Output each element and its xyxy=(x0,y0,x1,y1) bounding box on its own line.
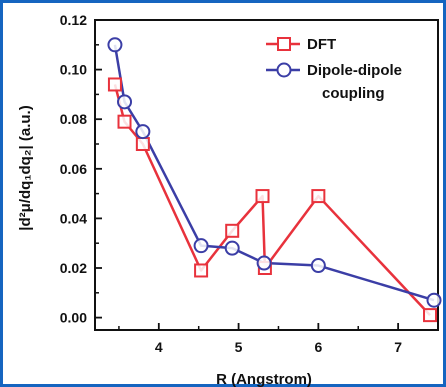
y-axis-title: |d²μ/dq₁dq₂| (a.u.) xyxy=(17,105,34,230)
legend-label-dft: DFT xyxy=(307,36,336,53)
data-point-square xyxy=(194,263,209,278)
y-tick-label: 0.00 xyxy=(60,310,87,326)
data-point-circle xyxy=(310,258,326,274)
data-point-square xyxy=(225,223,240,238)
data-point-circle xyxy=(107,37,123,53)
y-tick-label: 0.02 xyxy=(60,260,87,276)
legend-label-dipole: Dipole-dipole coupling xyxy=(307,62,402,102)
series-line-1 xyxy=(113,44,435,302)
data-point-circle xyxy=(117,94,133,110)
legend: DFT Dipole-dipole coupling xyxy=(266,36,402,102)
data-point-circle xyxy=(224,240,240,256)
data-point-square xyxy=(255,189,270,204)
x-tick-label: 4 xyxy=(155,339,163,355)
axes xyxy=(94,19,439,331)
legend-marker-dipole xyxy=(276,62,292,78)
series-line-0 xyxy=(113,84,431,316)
data-point-circle xyxy=(135,124,151,140)
data-point-square xyxy=(311,189,326,204)
x-tick-label: 7 xyxy=(394,339,402,355)
plot-area-border xyxy=(94,19,439,331)
data-point-square xyxy=(423,308,438,323)
x-tick-label: 6 xyxy=(314,339,322,355)
ticks: 4 5 6 7 0.00 0.02 0.04 0.06 0.08 0.10 0.12 xyxy=(60,12,439,355)
series-layer xyxy=(107,37,442,323)
y-tick-label: 0.10 xyxy=(60,62,87,78)
y-tick-label: 0.06 xyxy=(60,161,87,177)
y-tick-label: 0.08 xyxy=(60,111,87,127)
y-tick-label: 0.12 xyxy=(60,12,87,28)
x-tick-label: 5 xyxy=(235,339,243,355)
x-axis-title: R (Angstrom) xyxy=(216,371,312,387)
data-point-square xyxy=(117,114,132,129)
data-point-circle xyxy=(193,238,209,254)
data-point-square xyxy=(135,137,150,151)
data-point-square xyxy=(107,77,122,92)
y-tick-label: 0.04 xyxy=(60,210,87,226)
data-point-circle xyxy=(256,255,272,271)
legend-marker-dft xyxy=(277,37,291,51)
data-point-circle xyxy=(426,292,442,308)
